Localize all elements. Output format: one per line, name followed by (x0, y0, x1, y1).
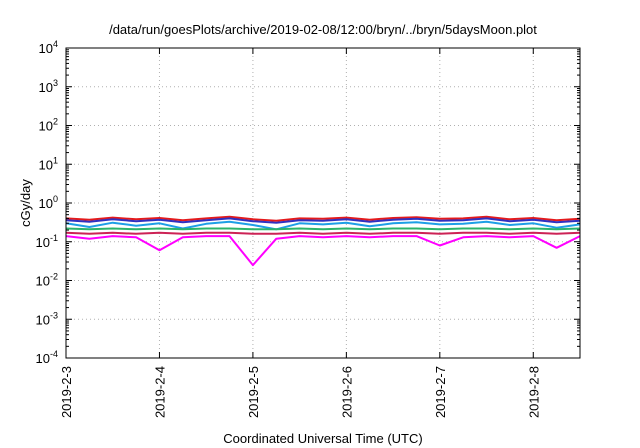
series-line-3 (65, 220, 581, 231)
y-axis: 10-4 10-3 10-2 10-1 100 101 102 103 104 (36, 39, 580, 366)
series-layer (65, 215, 581, 267)
y-tick-label: 10-1 (36, 233, 58, 250)
y-tick-label: 103 (39, 78, 58, 95)
y-axis-label: cGy/day (18, 179, 33, 227)
x-tick-label: 2019-2-6 (339, 366, 354, 418)
y-tick-label: 10-2 (36, 272, 58, 289)
series-line-1 (65, 215, 581, 222)
y-tick-label: 10-4 (36, 349, 58, 366)
y-tick-label: 100 (39, 194, 58, 211)
y-tick-label: 104 (39, 39, 58, 56)
series-line-5 (65, 231, 581, 235)
series-line-2 (65, 217, 581, 224)
x-tick-label: 2019-2-4 (152, 366, 167, 418)
y-tick-label: 10-3 (36, 310, 58, 327)
chart-title: /data/run/goesPlots/archive/2019-02-08/1… (109, 22, 537, 37)
gridlines (66, 48, 580, 358)
series-line-4 (65, 227, 581, 231)
x-tick-label: 2019-2-7 (433, 366, 448, 418)
y-tick-label: 102 (39, 117, 58, 134)
x-tick-label: 2019-2-3 (59, 366, 74, 418)
x-axis-label: Coordinated Universal Time (UTC) (223, 431, 422, 446)
y-tick-label: 101 (39, 155, 58, 172)
x-axis: 2019-2-3 2019-2-4 2019-2-5 2019-2-6 2019-2-7… (59, 48, 541, 418)
x-tick-label: 2019-2-8 (526, 366, 541, 418)
x-tick-label: 2019-2-5 (246, 366, 261, 418)
series-line-6 (65, 235, 581, 267)
